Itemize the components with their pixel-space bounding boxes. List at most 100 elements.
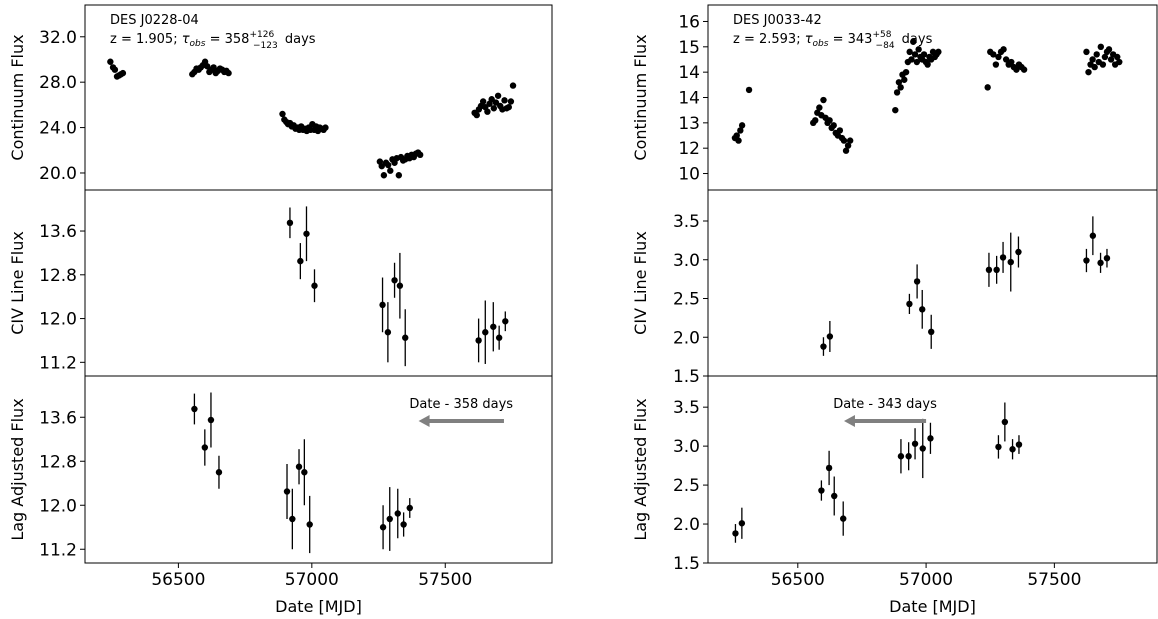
- y-tick-label: 32.0: [39, 28, 77, 48]
- shift-arrow-label: Date - 343 days: [833, 397, 937, 412]
- data-point: [111, 66, 119, 73]
- data-point: [395, 172, 403, 179]
- y-tick-label: 16: [678, 12, 700, 32]
- data-point: [1083, 257, 1090, 264]
- data-point: [984, 84, 991, 91]
- y-axis-title: Lag Adjusted Flux: [631, 398, 650, 540]
- shift-arrow-label: Date - 358 days: [409, 397, 513, 412]
- data-point: [207, 416, 215, 424]
- data-point: [906, 48, 913, 56]
- data-point: [919, 306, 926, 313]
- panel-0: 10 12 13 14 14 15 16 Continuum Flux DES J0033-42…: [631, 4, 1158, 191]
- data-point: [1007, 258, 1014, 266]
- data-point: [396, 282, 404, 289]
- data-point: [379, 524, 387, 531]
- data-point: [1009, 446, 1016, 453]
- data-point: [306, 521, 313, 528]
- data-point: [1101, 53, 1109, 61]
- data-point: [1020, 66, 1028, 73]
- data-point: [1001, 418, 1009, 426]
- data-point: [107, 58, 114, 65]
- data-point: [473, 111, 480, 119]
- panel-2: 1.5 2.0 2.5 3.0 3.5 Lag Adjusted Flux 56500 570…: [631, 375, 1158, 590]
- y-tick-label: 11.2: [39, 353, 77, 373]
- data-point: [844, 142, 852, 149]
- data-point: [908, 56, 915, 63]
- data-point: [490, 105, 498, 112]
- x-tick-label: 57500: [1027, 570, 1081, 590]
- y-tick-label: 12.8: [39, 452, 77, 472]
- y-tick-label: 12.0: [39, 310, 77, 330]
- y-tick-label: 13.6: [39, 222, 77, 242]
- data-point: [927, 435, 934, 442]
- data-point: [1097, 43, 1105, 51]
- data-point: [387, 167, 394, 174]
- data-point: [919, 445, 926, 452]
- data-point: [119, 69, 127, 77]
- y-tick-label: 1.5: [673, 367, 700, 387]
- data-point: [990, 51, 997, 58]
- data-point: [479, 98, 487, 105]
- y-tick-label: 3.0: [673, 251, 700, 271]
- data-point: [311, 282, 318, 289]
- y-axis-title: Continuum Flux: [8, 34, 27, 160]
- data-point: [1114, 53, 1121, 61]
- y-tick-label: 13: [678, 114, 700, 134]
- data-point: [1002, 56, 1010, 63]
- panel-frame: [84, 375, 553, 564]
- y-tick-label: 14: [678, 63, 700, 83]
- data-point: [840, 137, 848, 144]
- shift-arrow-head: [418, 415, 430, 427]
- x-tick-label: 56500: [151, 570, 205, 590]
- data-point: [301, 469, 308, 476]
- data-point: [901, 76, 908, 83]
- data-point: [985, 266, 993, 274]
- data-point: [1015, 441, 1023, 448]
- data-point: [1015, 248, 1022, 256]
- data-point: [1000, 46, 1007, 53]
- x-tick-label: 57000: [285, 570, 339, 590]
- data-point: [501, 97, 508, 104]
- data-point: [495, 334, 503, 341]
- data-point: [505, 103, 512, 111]
- data-point: [820, 343, 827, 350]
- data-point: [995, 443, 1002, 451]
- y-axis-title: Lag Adjusted Flux: [8, 398, 27, 540]
- data-point: [490, 323, 497, 330]
- data-point: [1107, 56, 1115, 63]
- data-point: [201, 444, 209, 451]
- data-point: [842, 147, 850, 154]
- data-point: [1091, 63, 1098, 71]
- data-point: [913, 278, 921, 285]
- x-axis-title: Date [MJD]: [889, 597, 976, 616]
- shift-arrow-head: [843, 415, 855, 427]
- data-point: [826, 333, 834, 340]
- data-point: [289, 515, 296, 523]
- data-point: [738, 122, 746, 129]
- data-point: [831, 492, 838, 500]
- data-point: [283, 488, 291, 495]
- x-tick-label: 56500: [771, 570, 825, 590]
- data-point: [902, 68, 910, 76]
- y-axis-title: CIV Line Flux: [8, 231, 27, 335]
- data-point: [394, 510, 401, 517]
- y-tick-label: 2.5: [673, 476, 700, 496]
- data-point: [1116, 58, 1123, 66]
- data-point: [910, 38, 917, 45]
- redshift-lag-line: z = 1.905; τobs = 358+126 −123 days: [110, 30, 316, 51]
- data-point: [1089, 56, 1096, 63]
- panel-1: 1.5 2.0 2.5 3.0 3.5 CIV Line Flux: [631, 189, 1158, 387]
- data-point: [999, 254, 1007, 261]
- data-point: [906, 300, 913, 308]
- y-tick-label: 12.0: [39, 496, 77, 516]
- data-point: [509, 82, 517, 89]
- panel-frame: [707, 375, 1158, 564]
- data-point: [738, 520, 746, 527]
- y-tick-label: 11.2: [39, 540, 77, 560]
- data-point: [416, 151, 424, 159]
- data-point: [379, 301, 386, 309]
- y-tick-label: 1.5: [673, 554, 700, 574]
- y-tick-label: 12: [678, 139, 700, 159]
- data-point: [1008, 58, 1015, 66]
- data-point: [830, 122, 837, 129]
